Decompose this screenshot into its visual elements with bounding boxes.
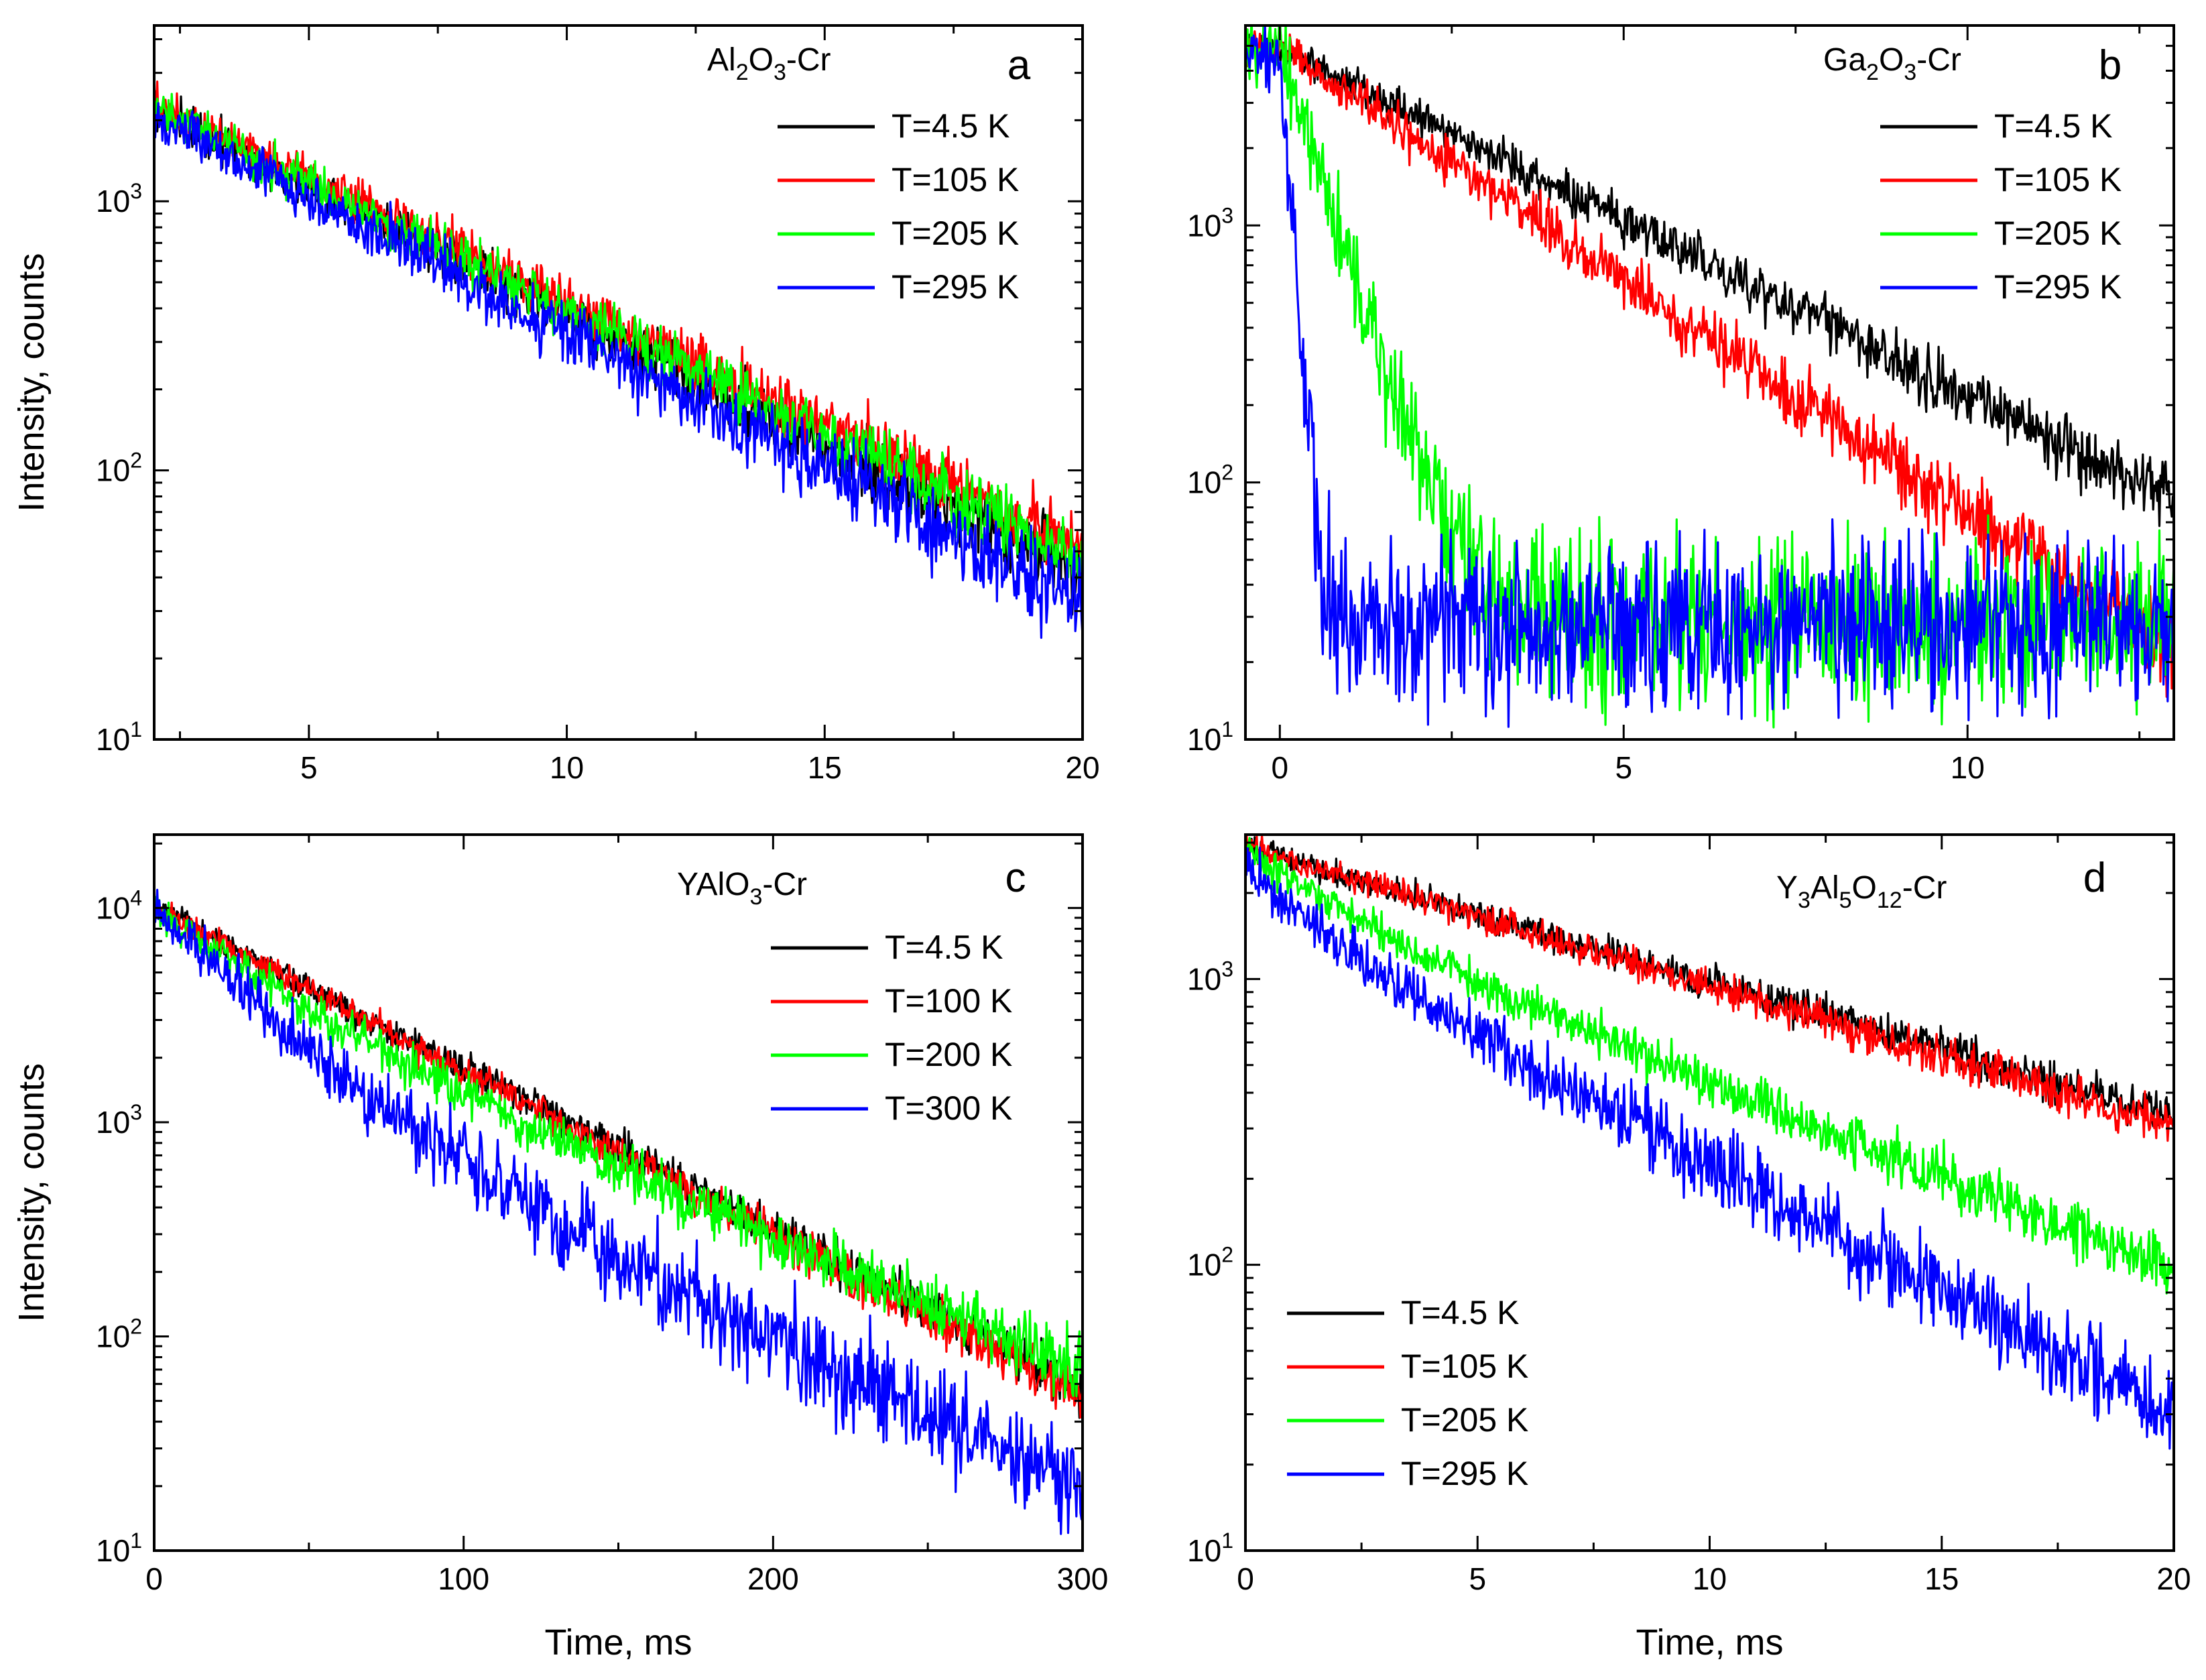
y-tick-label: 101: [96, 717, 142, 757]
panel-letter: d: [2083, 855, 2106, 901]
x-tick-label: 0: [1271, 750, 1288, 785]
sample-label: Al2O3-Cr: [707, 42, 831, 85]
plot-area-a: [154, 80, 1083, 639]
legend-entry: T=205 K: [1401, 1401, 1528, 1439]
series-line-t100k: [154, 901, 1083, 1419]
x-ticks-a: [178, 25, 1084, 739]
legend-c: T=4.5 K T=100 K T=200 K T=300 K: [771, 928, 1012, 1127]
sample-label: YAlO3-Cr: [677, 867, 807, 910]
x-axis-title: Time, ms: [1636, 1622, 1784, 1663]
y-tick-label: 104: [96, 886, 142, 925]
y-ticks-c: [154, 842, 1083, 1552]
x-tick-label: 5: [300, 750, 318, 785]
x-tick-label: 5: [1615, 750, 1632, 785]
y-axis-title: Intensity, counts: [11, 253, 52, 512]
legend-a: T=4.5 K T=105 K T=205 K T=295 K: [778, 107, 1019, 306]
legend-entry: T=205 K: [1994, 215, 2122, 252]
x-tick-label: 10: [550, 750, 584, 785]
legend-entry: T=295 K: [1994, 268, 2122, 306]
y-tick-label: 102: [1187, 1243, 1233, 1282]
y-tick-label: 101: [1187, 1528, 1233, 1568]
series-line-t205k: [154, 93, 1083, 582]
x-tick-label: 20: [1065, 750, 1099, 785]
x-ticks-c: [153, 835, 1084, 1551]
x-ticks-d: [1244, 835, 2175, 1551]
y-ticks-b: [1245, 24, 2174, 741]
panel-a: 5 10 15 20 101 102 103 Intensity, counts Al2O3-C…: [11, 24, 1100, 785]
legend-entry: T=4.5 K: [1994, 107, 2113, 145]
legend-entry: T=100 K: [885, 982, 1012, 1020]
panel-c: 0 100 200 300 101 102 103 104 Intensity, counts T…: [11, 833, 1109, 1663]
x-ticks-b: [1278, 25, 2141, 739]
x-tick-label: 20: [2156, 1561, 2191, 1596]
panel-letter: a: [1007, 42, 1031, 88]
panel-b: 0 5 10 101 102 103 Ga2O3-Cr b T=4.5 K T=105 K T=20…: [1187, 24, 2175, 785]
x-tick-label: 10: [1693, 1561, 1727, 1596]
x-tick-label: 10: [1951, 750, 1985, 785]
legend-entry: T=295 K: [1401, 1455, 1528, 1492]
legend-entry: T=105 K: [892, 161, 1019, 198]
legend-d: T=4.5 K T=105 K T=205 K T=295 K: [1287, 1294, 1528, 1492]
legend-entry: T=200 K: [885, 1036, 1012, 1073]
series-line-t295k: [1245, 25, 2174, 728]
plot-area-c: [154, 888, 1083, 1535]
sample-label: Y3Al5O12-Cr: [1776, 870, 1947, 913]
series-line-t295k: [1245, 846, 2174, 1450]
legend-entry: T=300 K: [885, 1089, 1012, 1127]
legend-entry: T=105 K: [1994, 161, 2122, 198]
x-tick-label: 5: [1469, 1561, 1486, 1596]
legend-entry: T=4.5 K: [1401, 1294, 1520, 1331]
legend-entry: T=295 K: [892, 268, 1019, 306]
y-tick-label: 102: [96, 1314, 142, 1354]
legend-entry: T=4.5 K: [892, 107, 1010, 145]
series-line-t4.5k: [1245, 32, 2174, 528]
x-tick-label: 300: [1057, 1561, 1109, 1596]
legend-entry: T=105 K: [1401, 1347, 1528, 1385]
y-tick-label: 103: [1187, 203, 1233, 243]
panel-d: 0 5 10 15 20 101 102 103 Time, ms Y3Al5O12-Cr d T=4…: [1187, 833, 2191, 1663]
x-axis-title: Time, ms: [545, 1622, 692, 1663]
series-line-t105k: [1245, 835, 2174, 1142]
series-line-t105k: [1245, 27, 2174, 698]
series-line-t300k: [154, 888, 1083, 1535]
axes-frame-a: [153, 24, 1084, 741]
y-tick-label: 103: [96, 1100, 142, 1140]
x-tick-label: 0: [1237, 1561, 1254, 1596]
sample-label: Ga2O3-Cr: [1823, 42, 1961, 85]
y-ticks-a: [154, 38, 1083, 741]
series-line-t295k: [154, 102, 1083, 639]
panel-letter: b: [2099, 42, 2122, 88]
x-tick-label: 15: [808, 750, 842, 785]
y-axis-title: Intensity, counts: [11, 1063, 52, 1322]
series-line-t200k: [154, 896, 1083, 1399]
plot-area-d: [1245, 835, 2174, 1450]
legend-b: T=4.5 K T=105 K T=205 K T=295 K: [1880, 107, 2122, 306]
plot-area-b: [1245, 25, 2174, 729]
y-tick-label: 101: [1187, 717, 1233, 757]
panel-letter: c: [1005, 855, 1026, 901]
legend-entry: T=4.5 K: [885, 928, 1003, 966]
y-tick-label: 103: [96, 179, 142, 219]
x-tick-label: 100: [438, 1561, 489, 1596]
y-tick-label: 102: [1187, 461, 1233, 500]
x-tick-label: 0: [145, 1561, 163, 1596]
legend-entry: T=205 K: [892, 215, 1019, 252]
y-tick-label: 101: [96, 1528, 142, 1568]
series-line-t205k: [1245, 837, 2174, 1295]
x-tick-label: 200: [747, 1561, 799, 1596]
x-tick-label: 15: [1924, 1561, 1959, 1596]
y-tick-label: 102: [96, 448, 142, 488]
y-ticks-d: [1245, 841, 2174, 1552]
axes-frame-b: [1244, 24, 2175, 741]
y-tick-label: 103: [1187, 957, 1233, 996]
